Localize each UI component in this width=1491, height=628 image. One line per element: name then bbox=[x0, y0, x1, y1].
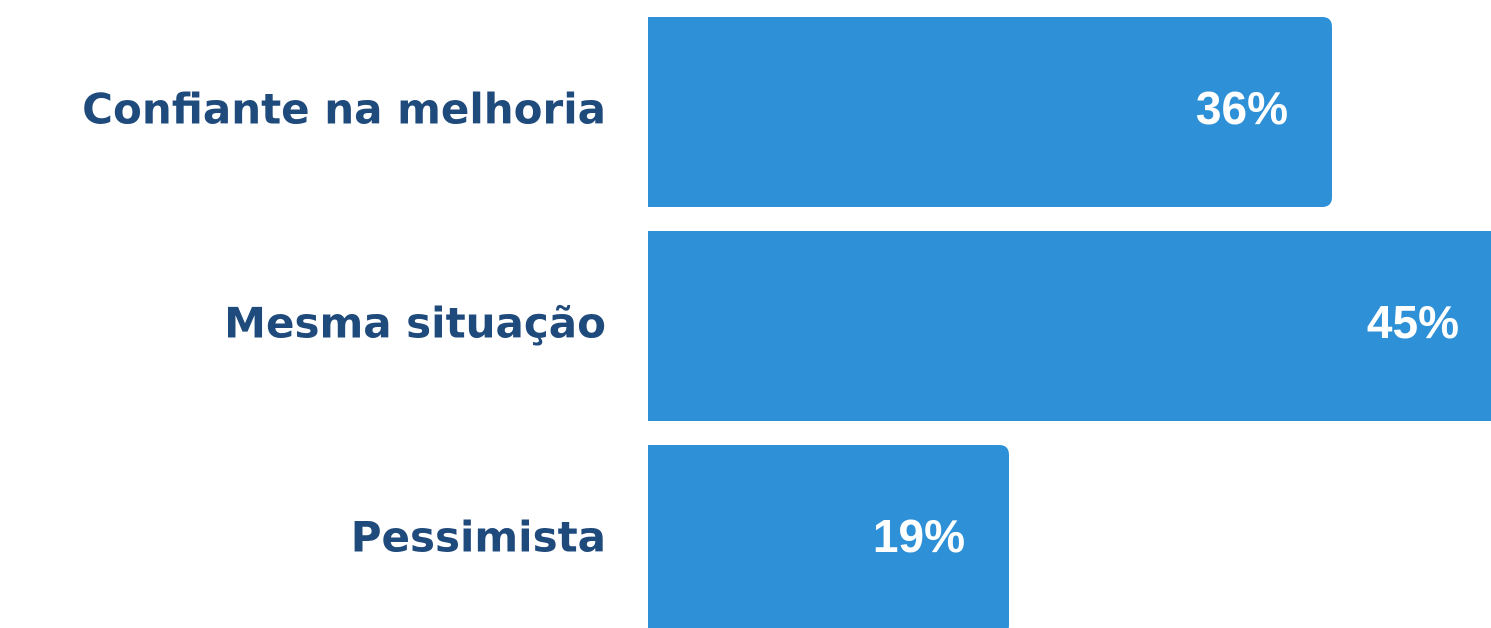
category-label: Confiante na melhoria bbox=[82, 85, 606, 134]
bar bbox=[648, 17, 1332, 207]
bar bbox=[648, 445, 1009, 628]
value-label: 45% bbox=[1367, 296, 1459, 348]
value-label: 36% bbox=[1196, 82, 1288, 134]
category-label: Pessimista bbox=[351, 513, 606, 562]
category-label: Mesma situação bbox=[224, 299, 606, 348]
value-label: 19% bbox=[873, 510, 965, 562]
bar bbox=[648, 231, 1491, 421]
